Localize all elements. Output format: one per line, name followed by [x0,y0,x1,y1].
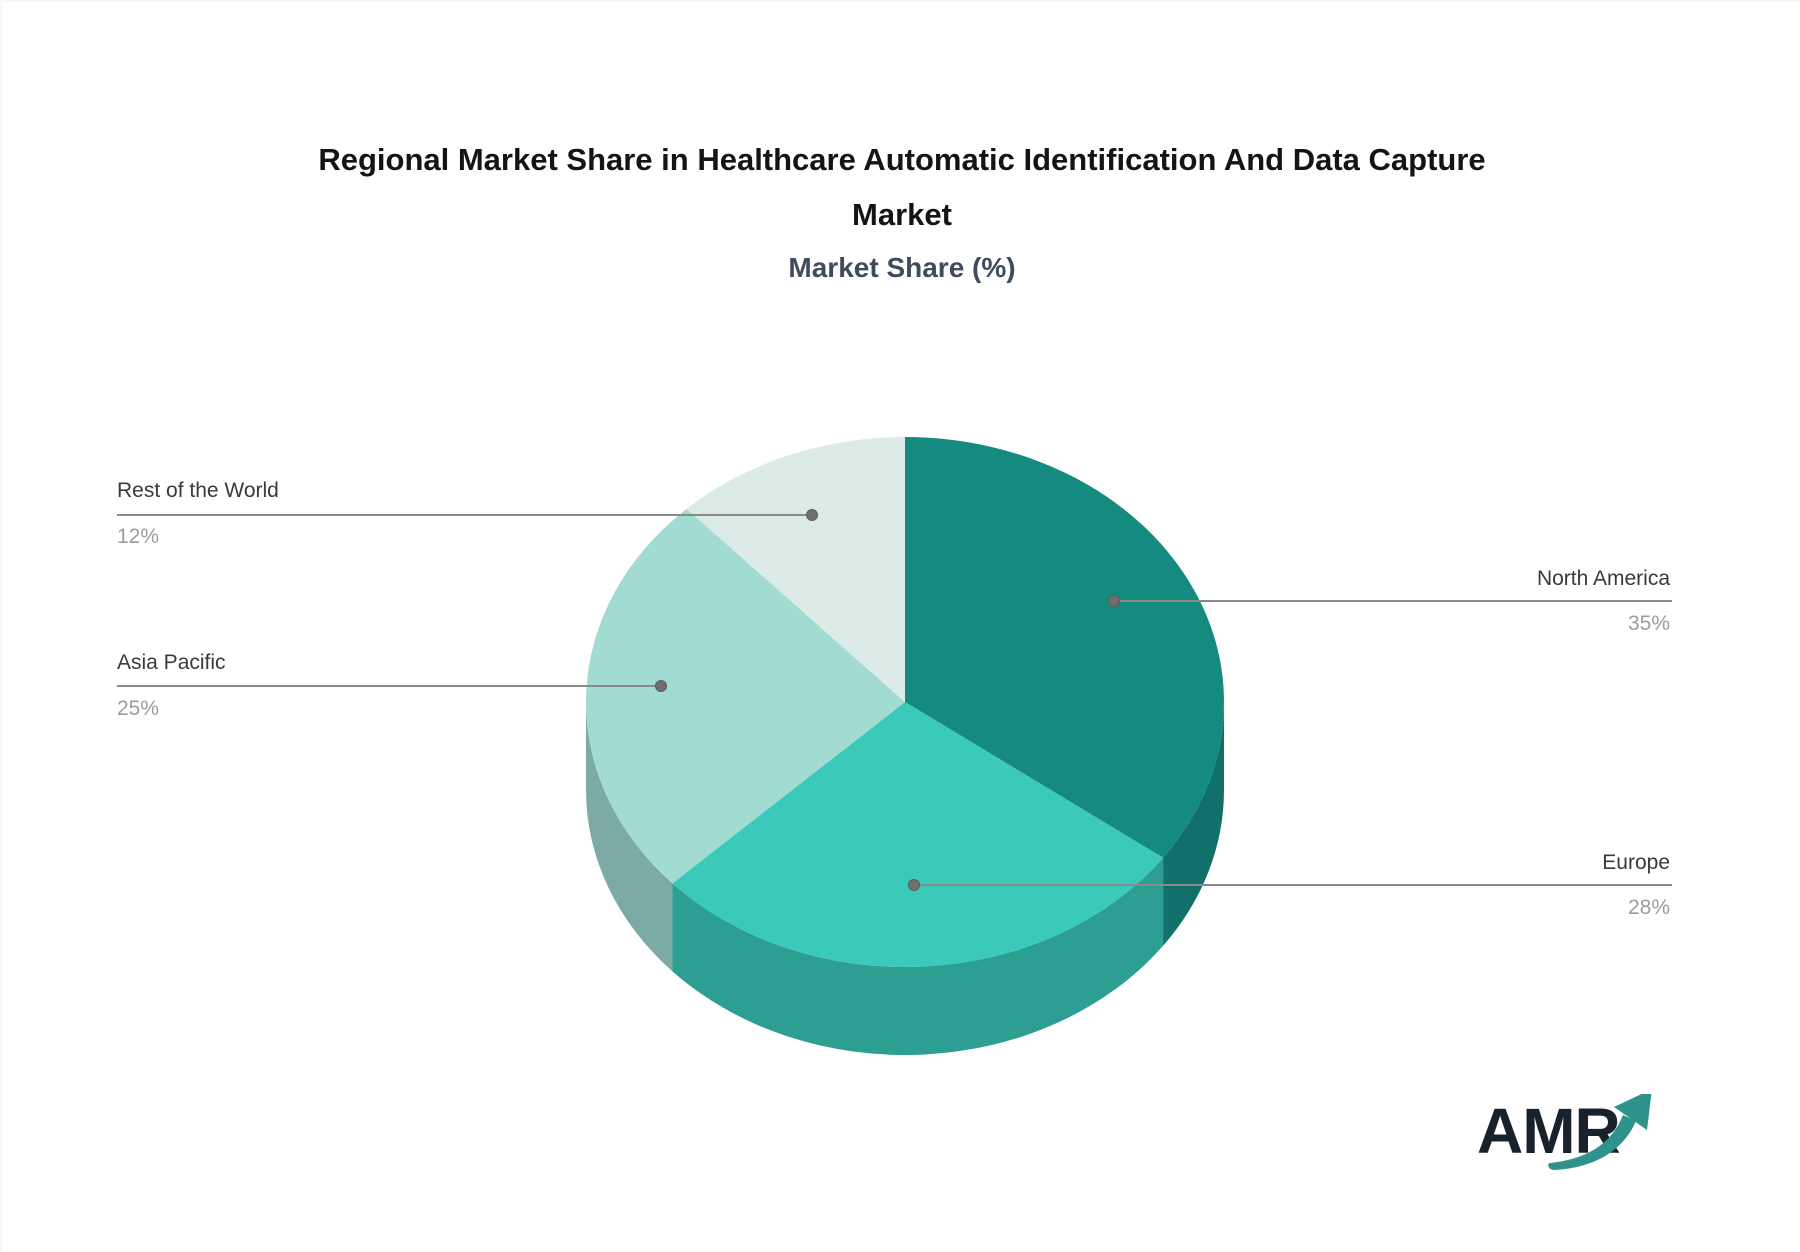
amr-logo: AMR [1477,1094,1707,1204]
pie-slice-asia-pacific [586,508,905,884]
label-north-america: North America [1536,567,1670,590]
value-rest-of-world: 12% [117,525,160,548]
pie-slices [586,437,1225,967]
leader-dot-rest-of-world [806,509,818,521]
chart-title-line2: Market [852,197,952,232]
arrow-swoosh [1548,1115,1636,1170]
label-europe: Europe [1602,851,1670,874]
label-asia-pacific: Asia Pacific [117,651,226,674]
pie-slice-europe [672,702,1164,967]
chart-subtitle: Market Share (%) [788,252,1016,283]
value-north-america: 35% [1627,612,1670,635]
amr-logo-arrow-icon [1548,1094,1652,1170]
leader-dot-europe [908,879,920,891]
value-asia-pacific: 25% [117,697,160,720]
leader-dot-asia-pacific [655,680,667,692]
label-rest-of-world: Rest of the World [117,479,279,502]
chart-title: Regional Market Share in Healthcare Auto… [2,132,1800,242]
pie-slice-rest-of-the-world [686,437,905,702]
value-europe: 28% [1627,896,1670,919]
pie-slice-north-america [905,437,1225,858]
pie-side-europe [672,857,1164,1055]
arrow-head [1614,1094,1652,1130]
leader-dots [655,509,1120,891]
pie-side-asia-pacific [586,702,673,972]
chart-title-line1: Regional Market Share in Healthcare Auto… [318,142,1486,177]
leader-dot-north-america [1108,595,1120,607]
leader-lines [117,514,1672,886]
